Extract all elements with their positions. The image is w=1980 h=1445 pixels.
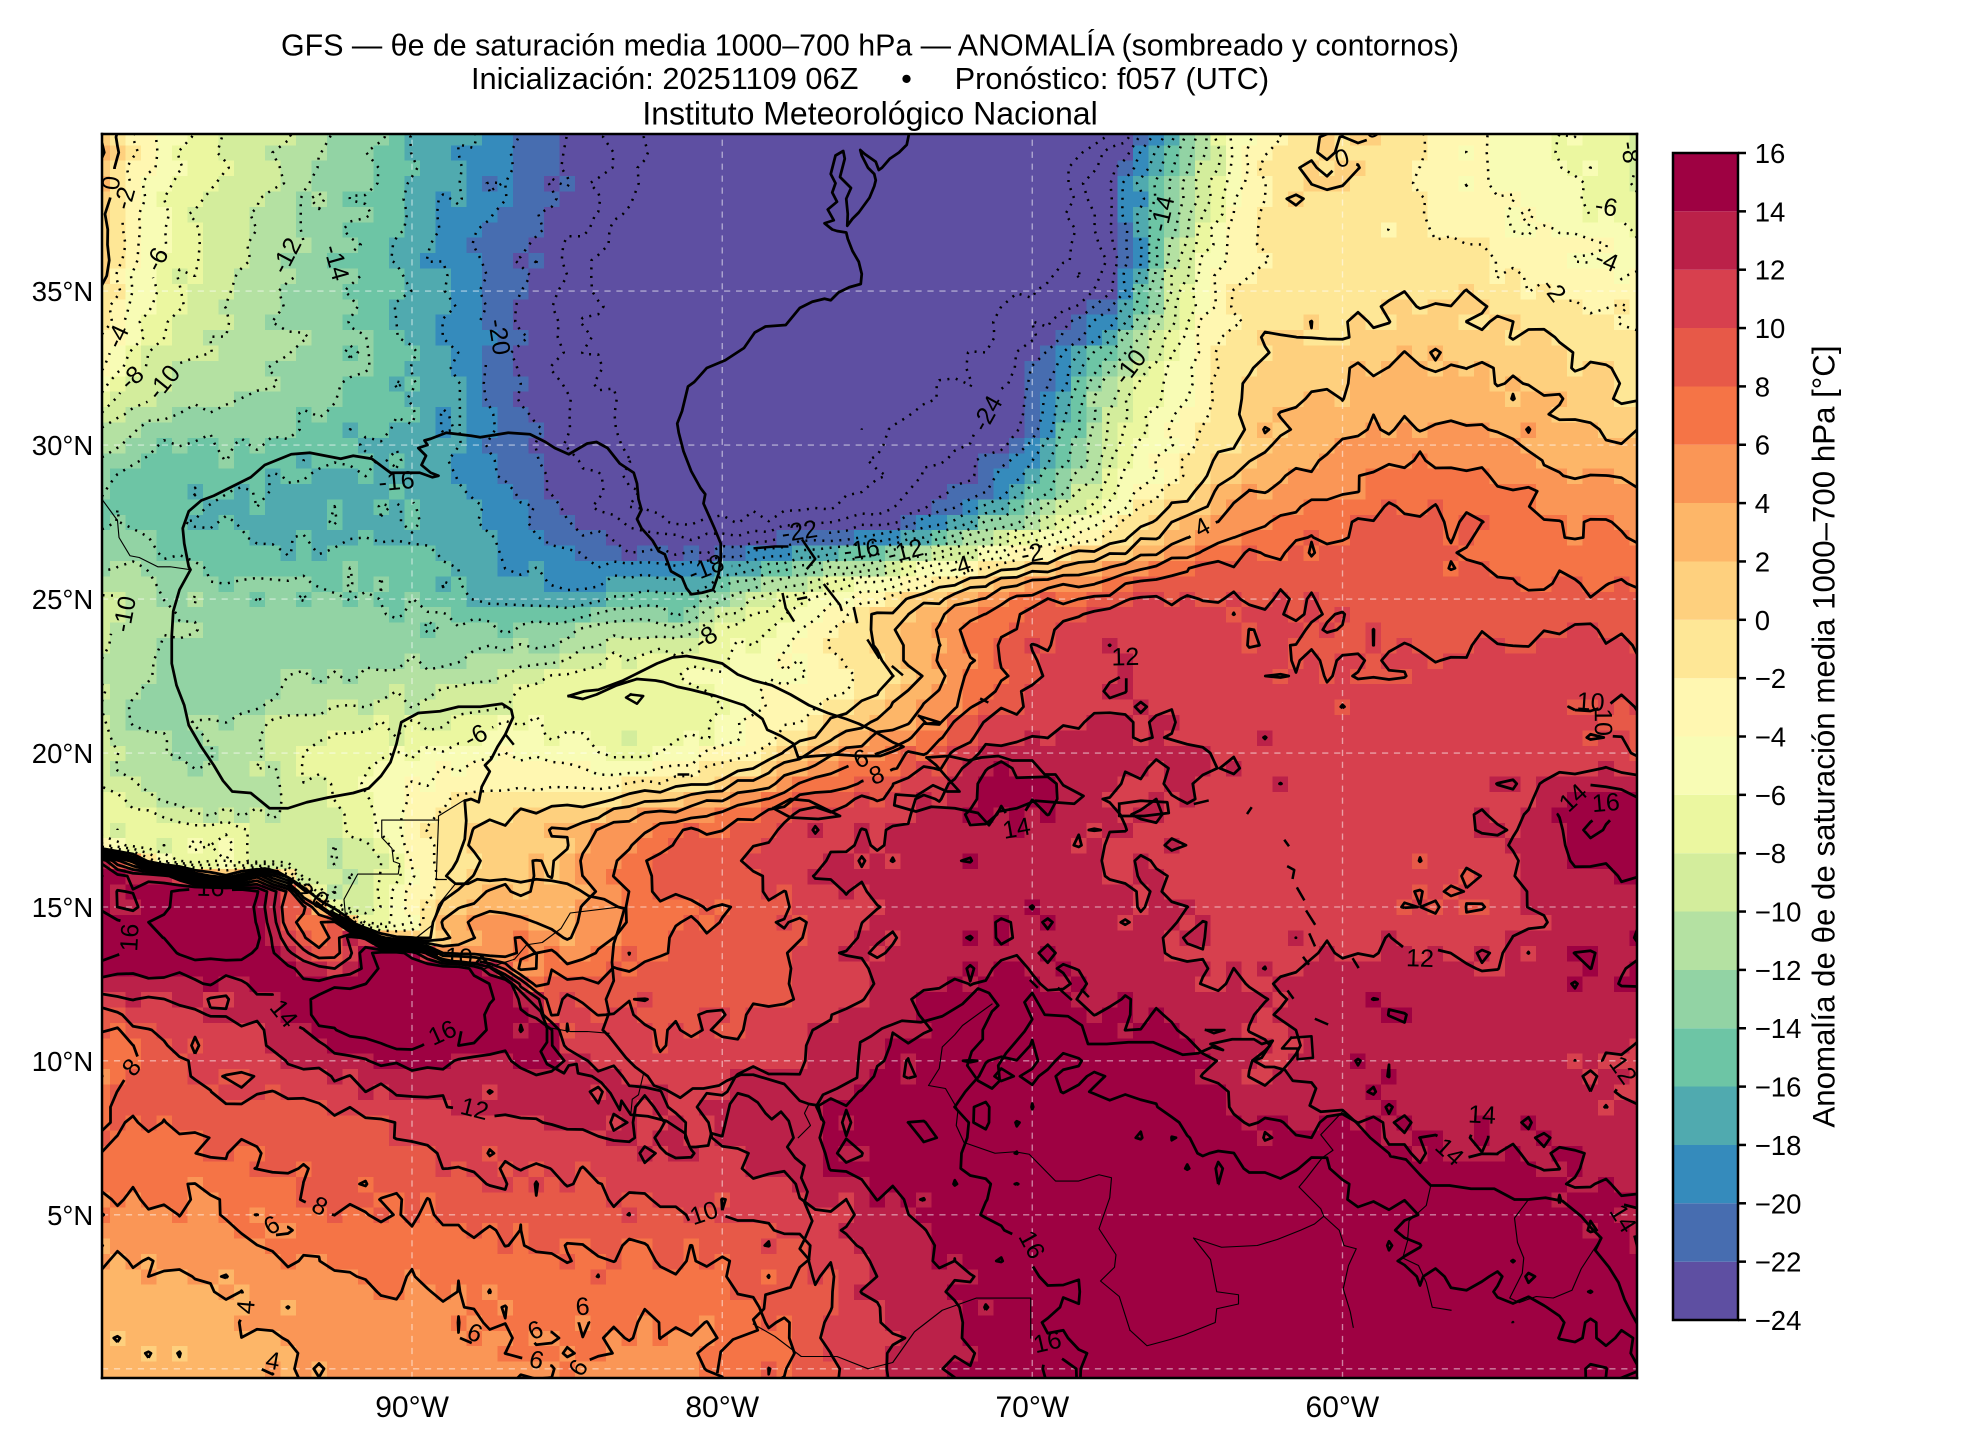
svg-text:0: 0 [1755,605,1770,636]
svg-text:−20: −20 [1755,1188,1802,1219]
svg-text:−24: −24 [1755,1305,1802,1336]
svg-text:16: 16 [115,923,145,952]
svg-text:10: 10 [444,943,473,973]
svg-text:-22: -22 [779,515,819,548]
svg-text:Instituto Meteorológico Nacion: Instituto Meteorológico Nacional [642,95,1097,131]
svg-text:6: 6 [575,1292,591,1321]
svg-text:90°W: 90°W [375,1391,449,1424]
svg-text:15°N: 15°N [32,892,93,923]
svg-text:−16: −16 [1755,1072,1802,1103]
svg-text:12: 12 [458,1092,492,1126]
svg-text:10: 10 [1755,313,1786,344]
svg-text:−6: −6 [1755,780,1786,811]
svg-text:0: 0 [1332,143,1353,174]
svg-text:-8: -8 [1615,139,1646,165]
svg-text:0: 0 [97,174,127,192]
svg-text:-10: -10 [108,594,142,635]
svg-text:12: 12 [1406,944,1435,973]
svg-text:−14: −14 [1755,1013,1802,1044]
svg-text:−10: −10 [1755,897,1802,928]
svg-text:0: 0 [1359,116,1389,145]
svg-text:30°N: 30°N [32,430,93,461]
svg-text:10: 10 [1576,687,1606,717]
svg-text:70°W: 70°W [995,1391,1069,1424]
svg-text:5°N: 5°N [47,1200,93,1231]
svg-text:−2: −2 [1755,663,1786,694]
svg-text:16: 16 [1031,1326,1064,1359]
svg-text:-2: -2 [1018,538,1045,570]
svg-text:Inicialización: 20251109 06Z: Inicialización: 20251109 06Z • Pronóstic… [471,61,1269,96]
svg-text:80°W: 80°W [685,1391,759,1424]
svg-text:2: 2 [1755,546,1770,577]
svg-text:−22: −22 [1755,1247,1802,1278]
svg-text:-16: -16 [377,466,416,497]
svg-text:25°N: 25°N [32,584,93,615]
svg-text:20°N: 20°N [32,738,93,769]
svg-text:12: 12 [1111,643,1139,672]
svg-text:10°N: 10°N [32,1046,93,1077]
svg-text:12: 12 [1755,255,1786,286]
svg-text:−8: −8 [1755,838,1786,869]
svg-text:-6: -6 [1593,191,1620,222]
svg-text:-16: -16 [842,533,882,566]
svg-text:−4: −4 [1755,721,1786,752]
svg-text:60°W: 60°W [1306,1391,1380,1424]
svg-text:16: 16 [196,874,224,902]
svg-text:−12: −12 [1755,955,1802,986]
svg-text:8: 8 [1755,371,1770,402]
svg-text:GFS — θe de saturación media 1: GFS — θe de saturación media 1000–700 hP… [281,30,1459,63]
svg-text:Anomalía de θe de saturación m: Anomalía de θe de saturación media 1000–… [1806,345,1841,1127]
svg-text:35°N: 35°N [32,276,93,307]
svg-text:14: 14 [1755,196,1786,227]
svg-text:16: 16 [1755,138,1786,169]
svg-text:14: 14 [1467,1100,1496,1129]
svg-text:14: 14 [1000,812,1032,844]
svg-text:10: 10 [1589,708,1617,736]
svg-text:16: 16 [1591,788,1621,818]
svg-text:6: 6 [1755,430,1770,461]
svg-text:4: 4 [1755,488,1770,519]
svg-text:−18: −18 [1755,1130,1802,1161]
svg-text:4: 4 [264,1346,283,1376]
svg-text:4: 4 [232,1299,261,1316]
svg-text:-20: -20 [482,317,515,357]
svg-text:6: 6 [526,1345,546,1376]
